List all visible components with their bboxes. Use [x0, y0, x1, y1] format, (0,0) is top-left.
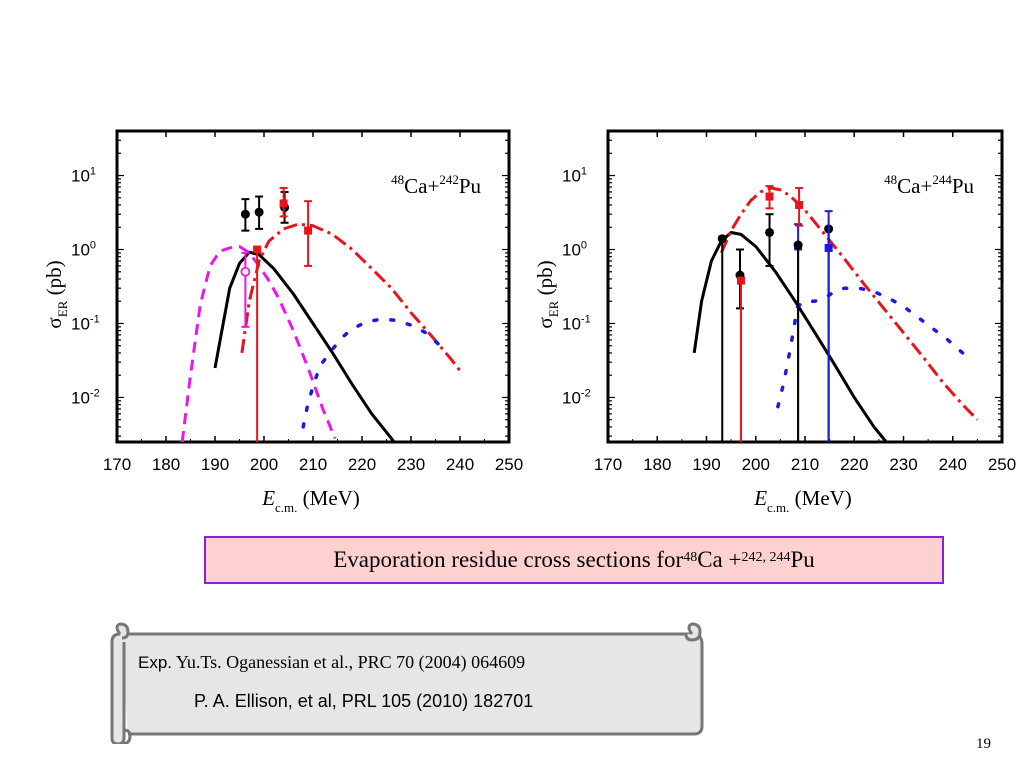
- x-tick-label: 240: [939, 455, 967, 474]
- series-curve-solid: [692, 231, 888, 442]
- y-axis-title: σER (pb): [42, 260, 70, 328]
- x-tick-label: 210: [791, 455, 819, 474]
- chart-ca48-pu244: 170 180 190 200 210 220 230 240 250 101 100 10-1 10-…: [533, 129, 1016, 515]
- y-tick-label: 101: [71, 166, 96, 186]
- x-tick-label: 190: [201, 455, 229, 474]
- data-point-circle: [254, 207, 264, 217]
- curves: [180, 222, 462, 442]
- x-tick-label: 180: [643, 455, 671, 474]
- x-tick-label: 220: [840, 455, 868, 474]
- data-point-circle: [717, 234, 727, 244]
- x-axis-title: Ec.m. (MeV): [753, 486, 852, 515]
- y-tick-label: 101: [562, 166, 587, 186]
- exp-label: Exp.: [138, 653, 173, 672]
- x-tick-label: 220: [348, 455, 376, 474]
- data-point-circle: [240, 209, 250, 219]
- x-tick-label: 250: [988, 455, 1016, 474]
- x-tick-label: 230: [397, 455, 425, 474]
- data-point-square: [765, 192, 774, 201]
- caption-box: Evaporation residue cross sections for 4…: [204, 536, 944, 584]
- caption-prefix: Evaporation residue cross sections for: [333, 547, 684, 572]
- data-points: [240, 186, 313, 442]
- series-curve-dashdot: [719, 186, 979, 421]
- caption-mid: Ca +: [697, 547, 742, 572]
- x-tick-label: 200: [742, 455, 770, 474]
- data-point-square: [824, 243, 833, 252]
- y-axis-title: σER (pb): [533, 260, 561, 328]
- chart-ca48-pu242: 170 180 190 200 210 220 230 240 25010110010-110-…: [42, 129, 523, 515]
- x-tick-label: 170: [103, 455, 131, 474]
- curves: [692, 186, 979, 442]
- caption-sup-pu: 242, 244: [741, 550, 791, 565]
- reference-oganessian: Exp. Yu.Ts. Oganessian et al., PRC 70 (2…: [138, 652, 525, 673]
- data-point-circle: [793, 240, 803, 250]
- reference-ellison: P. A. Ellison, et al, PRL 105 (2010) 182…: [194, 691, 534, 711]
- reference-1-text: Yu.Ts. Oganessian et al., PRC 70 (2004) …: [175, 652, 526, 672]
- x-tick-label: 170: [594, 455, 622, 474]
- reaction-label: 48Ca+244Pu: [884, 172, 974, 198]
- x-tick-label: 200: [250, 455, 278, 474]
- caption-suffix: Pu: [790, 547, 815, 572]
- x-axis-title: Ec.m. (MeV): [261, 486, 360, 515]
- data-point-square: [795, 200, 804, 209]
- x-tick-label: 180: [152, 455, 180, 474]
- series-curve-dotted: [301, 317, 443, 429]
- series-curve-solid: [213, 250, 396, 442]
- reference-scroll: [110, 622, 704, 744]
- data-point-open: [240, 266, 251, 277]
- data-points: [717, 185, 834, 442]
- series-curve-dashed: [180, 245, 337, 442]
- reaction-label: 48Ca+242Pu: [391, 172, 481, 198]
- x-tick-label: 230: [889, 455, 917, 474]
- data-point-circle: [765, 227, 775, 237]
- x-tick-label: 190: [692, 455, 720, 474]
- series-curve-dashdot: [240, 222, 462, 372]
- y-tick-label: 100: [562, 240, 587, 260]
- series-curve-dotted: [776, 286, 975, 409]
- y-tick-label: 10-1: [562, 313, 591, 333]
- caption-sup-48: 48: [683, 550, 698, 565]
- page-number: 19: [976, 736, 991, 752]
- x-tick-label: 210: [299, 455, 327, 474]
- data-point-square: [736, 276, 745, 285]
- data-point-square: [279, 199, 288, 208]
- y-tick-label: 10-2: [562, 387, 591, 407]
- x-tick-label: 250: [495, 455, 523, 474]
- x-tick-label: 240: [446, 455, 474, 474]
- data-point-square: [304, 226, 313, 235]
- data-point-square: [253, 245, 262, 254]
- y-tick-label: 100: [71, 240, 96, 260]
